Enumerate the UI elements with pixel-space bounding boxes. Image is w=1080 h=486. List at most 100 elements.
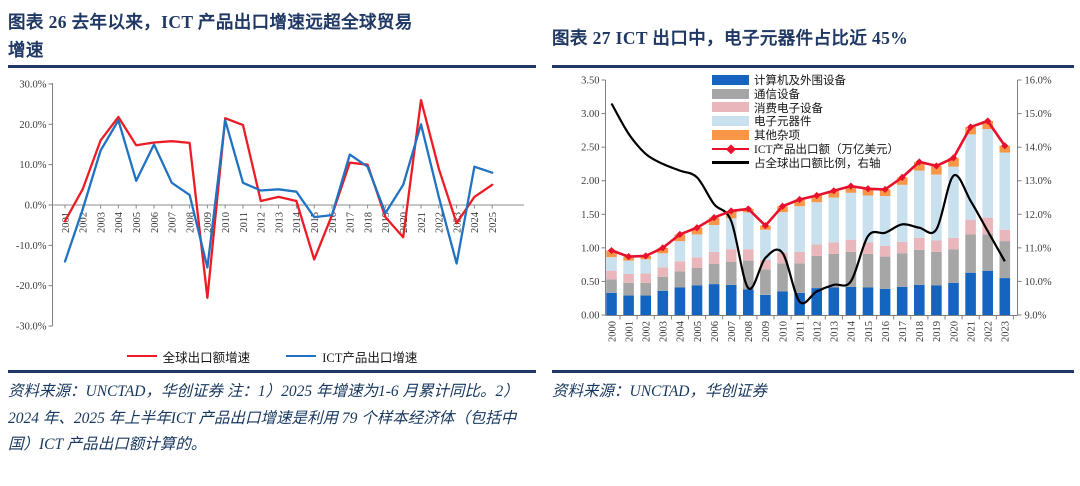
svg-text:2019: 2019 [932, 321, 943, 342]
figure-26-chart-area: 30.0% 20.0% 10.0% 0.0% -10.0% -20.0% -30.0% 200… [8, 68, 536, 368]
svg-text:2010: 2010 [778, 321, 789, 342]
figure-27-source-note: 资料来源：UNCTAD，华创证券 [552, 383, 768, 400]
figure-26-legend: 全球出口额增速 ICT产品出口增速 [8, 344, 536, 368]
legend-label: 消费电子设备 [754, 102, 823, 115]
svg-text:1.50: 1.50 [581, 210, 599, 221]
svg-text:2001: 2001 [61, 212, 72, 233]
svg-text:2017: 2017 [346, 212, 357, 233]
svg-text:2001: 2001 [624, 321, 635, 342]
legend-item-ict-export-growth: ICT产品出口增速 [286, 347, 417, 366]
svg-text:9.0%: 9.0% [1025, 311, 1047, 322]
figure-27-divider [552, 370, 1074, 373]
svg-text:2009: 2009 [761, 321, 772, 342]
svg-text:0.00: 0.00 [581, 311, 599, 322]
bar-swatch [712, 116, 749, 127]
figure-26-line-chart: 30.0% 20.0% 10.0% 0.0% -10.0% -20.0% -30.0% 200… [16, 79, 524, 333]
legend-item-computers-peripherals: 计算机及外围设备 [712, 73, 899, 87]
legend-item-communication-equipment: 通信设备 [712, 87, 899, 101]
blue-line-swatch [286, 354, 317, 358]
black-line-swatch [712, 161, 749, 164]
figure-27-title: 图表 27 ICT 出口中，电子元器件占比近 45% [552, 28, 909, 48]
svg-text:2009: 2009 [203, 212, 214, 233]
svg-text:2021: 2021 [417, 212, 428, 233]
legend-label: 计算机及外围设备 [754, 74, 846, 87]
figure-27: 图表 27 ICT 出口中，电子元器件占比近 45% 3.50 3.00 2.50 2… [552, 8, 1074, 486]
svg-text:2015: 2015 [310, 212, 321, 233]
legend-item-electronic-components: 电子元器件 [712, 114, 899, 128]
legend-label: ICT产品出口额（万亿美元） [754, 143, 900, 156]
svg-text:2.00: 2.00 [581, 176, 599, 187]
legend-label: 其他杂项 [754, 130, 800, 143]
svg-text:2005: 2005 [693, 321, 704, 342]
svg-text:2016: 2016 [328, 212, 339, 233]
svg-text:2002: 2002 [642, 321, 653, 342]
svg-text:2021: 2021 [966, 321, 977, 342]
figure-27-legend: 计算机及外围设备 通信设备 消费电子设备 电子元器件 其他杂项 [712, 73, 899, 170]
svg-text:3.50: 3.50 [581, 76, 599, 87]
svg-text:2006: 2006 [150, 212, 161, 233]
svg-text:2003: 2003 [659, 321, 670, 342]
legend-label: 通信设备 [754, 88, 800, 101]
svg-text:2.50: 2.50 [581, 143, 599, 154]
svg-text:20.0%: 20.0% [19, 120, 46, 131]
legend-item-consumer-electronics: 消费电子设备 [712, 101, 899, 115]
svg-text:30.0%: 30.0% [19, 79, 46, 90]
legend-item-global-share: 占全球出口额比例，右轴 [712, 156, 899, 170]
svg-text:2011: 2011 [239, 212, 250, 233]
svg-text:0.50: 0.50 [581, 277, 599, 288]
legend-item-ict-export-value: ICT产品出口额（万亿美元） [712, 142, 899, 156]
svg-text:2022: 2022 [984, 321, 995, 342]
figure-27-stacked-bar-chart: 3.50 3.00 2.50 2.00 1.50 1.00 0.50 0.00 16.0% 15.… [581, 76, 1052, 342]
svg-text:14.0%: 14.0% [1025, 143, 1052, 154]
legend-label: 电子元器件 [754, 116, 812, 129]
bar-swatch [712, 130, 749, 141]
svg-text:2024: 2024 [470, 211, 481, 233]
svg-text:2002: 2002 [79, 212, 90, 233]
svg-text:2018: 2018 [915, 321, 926, 342]
bar-swatch [712, 88, 749, 99]
svg-text:2020: 2020 [949, 321, 960, 342]
svg-text:2005: 2005 [132, 212, 143, 233]
svg-text:16.0%: 16.0% [1025, 76, 1052, 87]
bar-swatch [712, 74, 749, 85]
svg-text:2018: 2018 [363, 212, 374, 233]
svg-text:2012: 2012 [813, 321, 824, 342]
legend-item-global-export-growth: 全球出口额增速 [126, 347, 250, 366]
figure-26-divider [8, 370, 536, 373]
svg-text:12.0%: 12.0% [1025, 210, 1052, 221]
figure-26-title: 图表 26 去年以来，ICT 产品出口增速远超全球贸易 增速 [8, 8, 536, 65]
svg-text:2012: 2012 [257, 212, 268, 233]
svg-text:-30.0%: -30.0% [16, 322, 47, 333]
svg-text:2014: 2014 [292, 211, 303, 233]
bar-swatch [712, 102, 749, 113]
svg-text:0.0%: 0.0% [25, 201, 47, 212]
svg-text:2008: 2008 [744, 321, 755, 342]
svg-text:2013: 2013 [830, 321, 841, 342]
svg-text:11.0%: 11.0% [1025, 243, 1052, 254]
svg-text:2016: 2016 [881, 321, 892, 342]
figure-27-chart-area: 3.50 3.00 2.50 2.00 1.50 1.00 0.50 0.00 16.0% 15.… [552, 68, 1074, 368]
svg-text:15.0%: 15.0% [1025, 109, 1052, 120]
svg-text:2011: 2011 [795, 321, 806, 342]
legend-label: ICT产品出口增速 [322, 350, 418, 365]
svg-text:13.0%: 13.0% [1025, 176, 1052, 187]
figure-26-title-line2: 增速 [8, 40, 44, 61]
svg-text:2025: 2025 [488, 212, 499, 233]
svg-text:2014: 2014 [847, 320, 858, 342]
svg-text:2022: 2022 [435, 212, 446, 233]
svg-text:-10.0%: -10.0% [16, 241, 47, 252]
svg-text:2006: 2006 [710, 321, 721, 342]
legend-item-other-misc: 其他杂项 [712, 128, 899, 142]
svg-text:2007: 2007 [727, 321, 738, 342]
figure-26-title-rule [8, 65, 536, 68]
svg-text:10.0%: 10.0% [1025, 277, 1052, 288]
figure-26-title-line1: 图表 26 去年以来，ICT 产品出口增速远超全球贸易 [8, 12, 413, 32]
svg-text:2008: 2008 [185, 212, 196, 233]
red-line-swatch [126, 354, 157, 358]
legend-label: 占全球出口额比例，右轴 [754, 157, 881, 170]
svg-text:2010: 2010 [221, 212, 232, 233]
svg-text:1.00: 1.00 [581, 243, 599, 254]
svg-text:2007: 2007 [168, 212, 179, 233]
svg-text:-20.0%: -20.0% [16, 281, 47, 292]
